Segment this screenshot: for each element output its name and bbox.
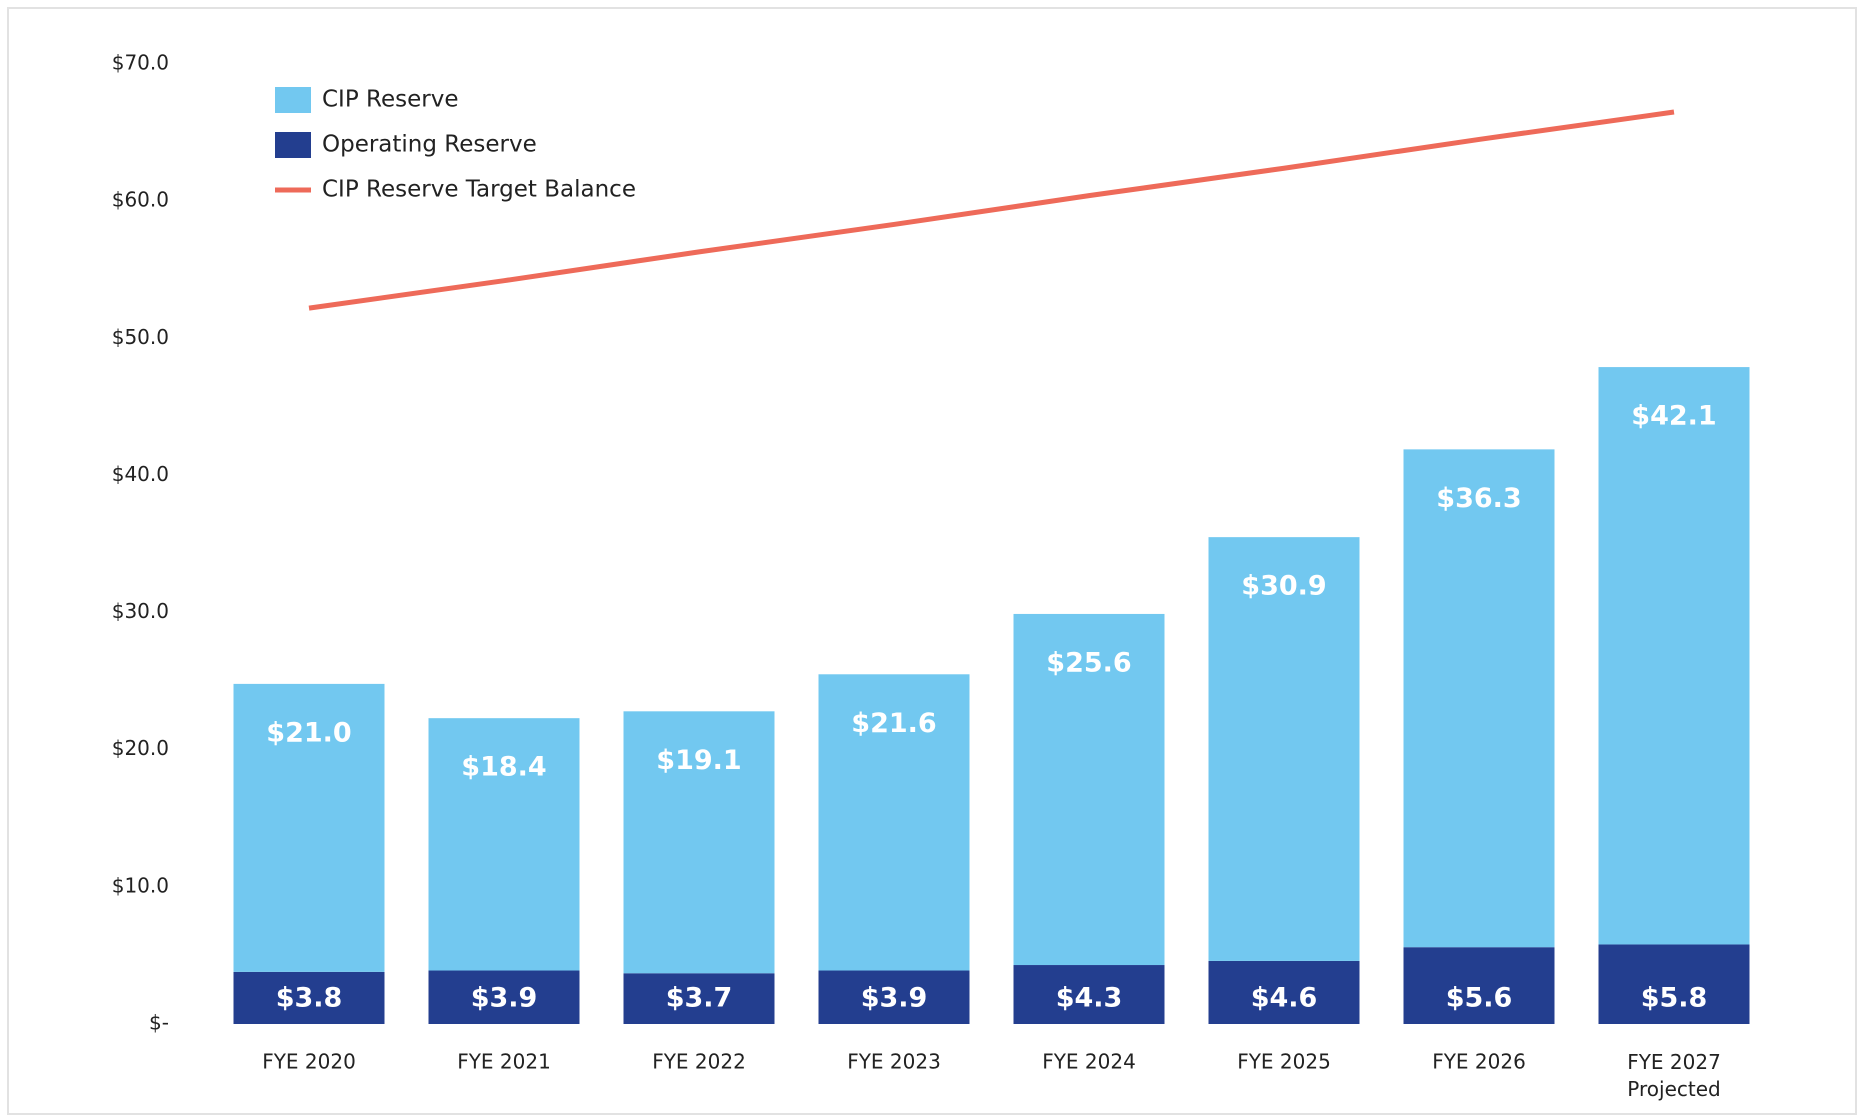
- y-tick-label: $50.0: [112, 325, 169, 349]
- bar-segment: [1598, 367, 1750, 945]
- data-label: $5.8: [1641, 983, 1708, 1014]
- y-tick-label: $-: [149, 1011, 169, 1035]
- x-tick-label: FYE 2024: [1042, 1050, 1136, 1074]
- bar-segment: [1013, 965, 1165, 1024]
- legend-label: CIP Reserve: [322, 87, 458, 113]
- bar-segment: [1208, 537, 1360, 961]
- bar-segment: [623, 973, 775, 1024]
- x-tick-label: FYE 2027 Projected: [1627, 1050, 1721, 1101]
- line: [308, 109, 1675, 311]
- data-label: $18.4: [461, 752, 546, 783]
- data-label: $21.0: [266, 717, 351, 748]
- data-label: $25.6: [1046, 647, 1131, 678]
- x-tick-label: FYE 2023: [847, 1050, 941, 1074]
- legend-label: Operating Reserve: [322, 132, 537, 158]
- bar-segment: [1403, 449, 1555, 948]
- data-label: $3.9: [471, 983, 538, 1014]
- data-label: $36.3: [1436, 483, 1521, 514]
- x-tick-label: FYE 2022: [652, 1050, 746, 1074]
- bar-segment: [1598, 944, 1750, 1024]
- data-label: $19.1: [656, 745, 741, 776]
- bar-segment: [1403, 947, 1555, 1024]
- y-tick-label: $10.0: [112, 873, 169, 897]
- legend-label: CIP Reserve Target Balance: [322, 177, 636, 203]
- bar-segment: [818, 674, 970, 971]
- y-tick-label: $30.0: [112, 599, 169, 623]
- legend-swatch: [275, 132, 311, 158]
- legend-swatch: [275, 87, 311, 113]
- frame: [7, 7, 1857, 1115]
- bar-segment: [428, 970, 580, 1024]
- data-label: $42.1: [1631, 401, 1716, 432]
- x-tick-label: FYE 2021: [457, 1050, 551, 1074]
- data-label: $3.9: [861, 983, 928, 1014]
- data-label: $4.3: [1056, 983, 1123, 1014]
- y-tick-label: $70.0: [112, 51, 169, 75]
- bar-segment: [1013, 613, 1165, 966]
- data-label: $4.6: [1251, 983, 1318, 1014]
- bar-segment: [1208, 960, 1360, 1024]
- bar-segment: [233, 683, 385, 972]
- data-label: $21.6: [851, 708, 936, 739]
- data-label: $30.9: [1241, 571, 1326, 602]
- bar-segment: [428, 718, 580, 971]
- data-label: $5.6: [1446, 983, 1513, 1014]
- x-tick-label: FYE 2026: [1432, 1050, 1526, 1074]
- bar-segment: [233, 971, 385, 1024]
- data-label: $3.8: [276, 983, 343, 1014]
- y-tick-label: $20.0: [112, 736, 169, 760]
- x-tick-label: FYE 2020: [262, 1050, 356, 1074]
- y-tick-label: $40.0: [112, 462, 169, 486]
- data-label: $3.7: [666, 983, 733, 1014]
- x-tick-label: FYE 2025: [1237, 1050, 1331, 1074]
- bar-segment: [818, 970, 970, 1024]
- bar-segment: [623, 711, 775, 974]
- y-tick-label: $60.0: [112, 188, 169, 212]
